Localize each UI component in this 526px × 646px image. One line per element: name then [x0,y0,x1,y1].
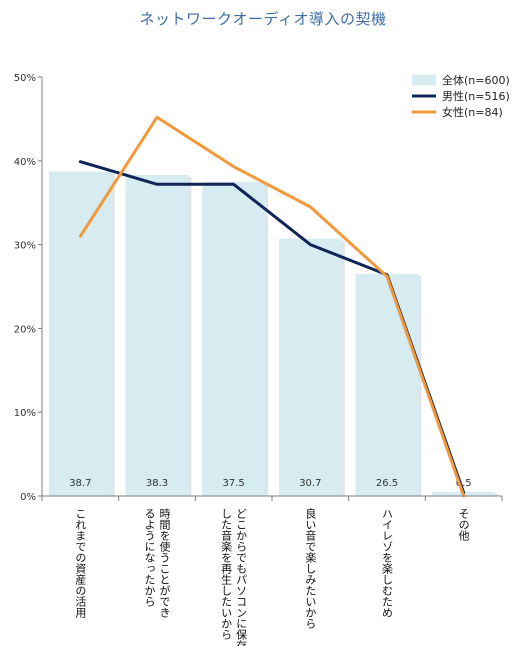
legend-label: 全体(n=600) [442,73,510,87]
category-label: これまでの資産の活用 [74,508,87,619]
bar [125,175,189,496]
bar [48,171,112,496]
data-label: 38.3 [146,478,168,489]
data-label: 38.7 [69,478,91,489]
data-label: 26.5 [376,478,398,489]
bar [278,238,342,496]
chart-title: ネットワークオーディオ導入の契機 [139,10,387,28]
axes-layer: 0% 10% 20% 30% 40% 50% [14,73,503,503]
series-line [78,115,466,498]
bar [355,273,419,496]
bars-layer [48,171,499,496]
legend-label: 女性(n=84) [442,105,503,119]
category-label: その他 [457,508,470,541]
y-tick-label: 50% [14,73,36,84]
category-label: るようになったから [143,508,156,607]
y-tick-label: 30% [14,241,36,252]
y-tick-label: 0% [20,492,36,503]
data-label: 37.5 [223,478,245,489]
legend-label: 男性(n=516) [442,89,510,103]
data-label: 30.7 [299,478,321,489]
y-tick-label: 10% [14,408,36,419]
legend: 全体(n=600) 男性(n=516) 女性(n=84) [412,73,510,119]
lines-layer [78,115,466,498]
category-label: 時間を使うことができ [158,508,171,618]
y-tick-label: 20% [14,324,36,335]
y-tick-label: 40% [14,157,36,168]
category-label: 良い音で楽しみたいから [304,507,317,629]
data-labels-layer: 38.7 38.3 37.5 30.7 26.5 0.5 [69,478,471,489]
bar [202,181,266,496]
data-label: 0.5 [456,478,472,489]
category-label: どこからでもパソコンに保存 [235,508,248,646]
legend-swatch [412,75,436,85]
category-label: した音楽を再生したいから [220,508,233,640]
category-label: ハイレゾを楽しむため [381,508,394,618]
